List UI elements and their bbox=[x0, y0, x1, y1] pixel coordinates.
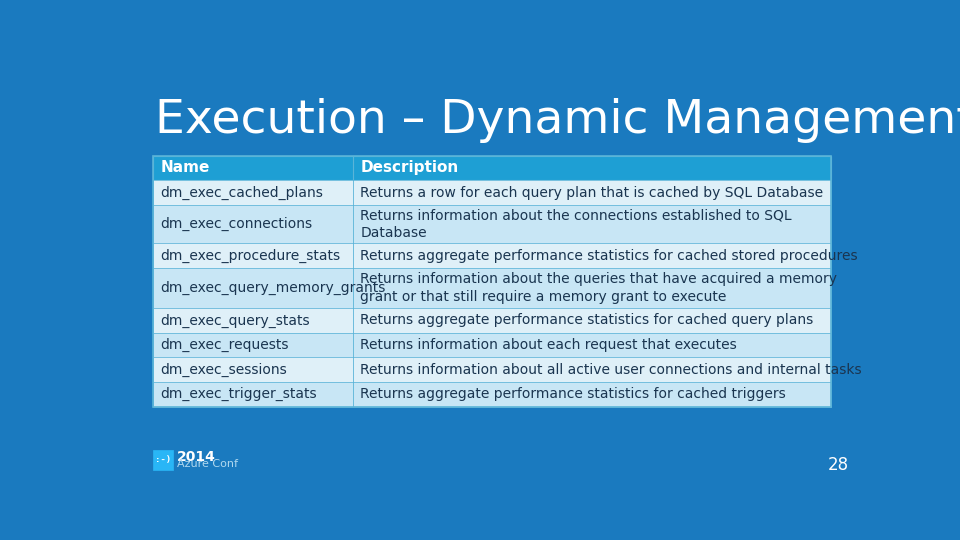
Text: :-): :-) bbox=[155, 455, 171, 464]
Text: dm_exec_sessions: dm_exec_sessions bbox=[160, 363, 287, 377]
Text: dm_exec_requests: dm_exec_requests bbox=[160, 338, 289, 352]
Bar bbox=[153, 382, 831, 407]
Text: Azure Conf: Azure Conf bbox=[178, 459, 238, 469]
Bar bbox=[153, 450, 173, 470]
Text: Database: Database bbox=[360, 226, 427, 240]
Text: dm_exec_cached_plans: dm_exec_cached_plans bbox=[160, 186, 324, 200]
Bar bbox=[153, 268, 831, 308]
Bar bbox=[153, 244, 831, 268]
Bar bbox=[153, 205, 831, 244]
Text: 28: 28 bbox=[828, 456, 849, 474]
Text: Returns information about the connections established to SQL: Returns information about the connection… bbox=[360, 209, 792, 222]
Text: Returns aggregate performance statistics for cached triggers: Returns aggregate performance statistics… bbox=[360, 387, 786, 401]
Text: Returns aggregate performance statistics for cached stored procedures: Returns aggregate performance statistics… bbox=[360, 249, 858, 263]
Text: 2014: 2014 bbox=[178, 450, 216, 464]
Text: Returns aggregate performance statistics for cached query plans: Returns aggregate performance statistics… bbox=[360, 313, 813, 327]
Bar bbox=[153, 156, 831, 407]
Text: Execution – Dynamic Management Views: Execution – Dynamic Management Views bbox=[155, 98, 960, 143]
Text: dm_exec_connections: dm_exec_connections bbox=[160, 217, 312, 231]
Bar bbox=[153, 180, 831, 205]
Text: grant or that still require a memory grant to execute: grant or that still require a memory gra… bbox=[360, 290, 727, 304]
Text: dm_exec_query_stats: dm_exec_query_stats bbox=[160, 313, 310, 328]
Text: Description: Description bbox=[360, 160, 459, 176]
Text: Name: Name bbox=[160, 160, 209, 176]
Text: Returns information about the queries that have acquired a memory: Returns information about the queries th… bbox=[360, 272, 837, 286]
Text: Returns information about each request that executes: Returns information about each request t… bbox=[360, 338, 737, 352]
Text: dm_exec_procedure_stats: dm_exec_procedure_stats bbox=[160, 249, 341, 263]
Bar bbox=[153, 333, 831, 357]
Text: dm_exec_query_memory_grants: dm_exec_query_memory_grants bbox=[160, 281, 386, 295]
Text: Returns a row for each query plan that is cached by SQL Database: Returns a row for each query plan that i… bbox=[360, 186, 824, 200]
Bar bbox=[153, 357, 831, 382]
Text: dm_exec_trigger_stats: dm_exec_trigger_stats bbox=[160, 387, 317, 401]
Text: Returns information about all active user connections and internal tasks: Returns information about all active use… bbox=[360, 363, 862, 377]
Bar bbox=[153, 308, 831, 333]
Bar bbox=[153, 156, 831, 180]
